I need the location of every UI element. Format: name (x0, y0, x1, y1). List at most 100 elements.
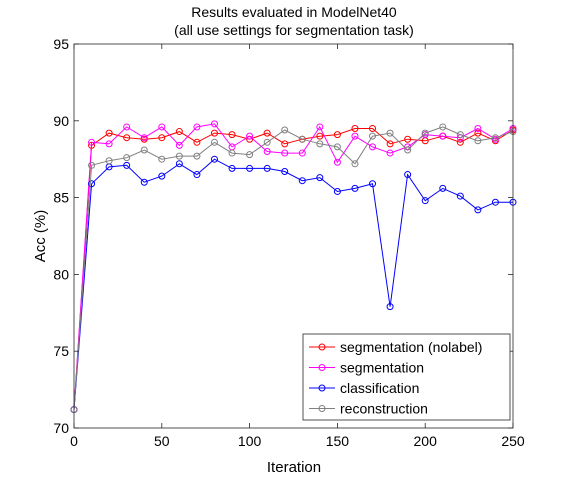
y-tick-label: 85 (53, 190, 69, 206)
data-point (421, 129, 429, 137)
data-point (88, 180, 96, 188)
data-point (333, 158, 341, 166)
legend-marker (318, 405, 326, 412)
data-point (88, 161, 96, 169)
data-point (456, 131, 464, 139)
data-point (281, 167, 289, 175)
legend: segmentation (nolabel) segmentation classi… (302, 333, 511, 421)
data-point (439, 132, 447, 140)
data-point (404, 135, 412, 143)
data-point (175, 128, 183, 136)
data-point (386, 140, 394, 148)
data-point (421, 197, 429, 205)
data-point (439, 123, 447, 131)
data-point (158, 134, 166, 142)
data-point (369, 124, 377, 132)
data-point (281, 149, 289, 157)
data-point (105, 140, 113, 148)
data-point (210, 155, 218, 163)
y-tick-label: 90 (53, 113, 69, 129)
data-point (263, 129, 271, 137)
chart-subtitle: (all use settings for segmentation task) (174, 22, 414, 38)
data-point (351, 132, 359, 140)
data-point (316, 123, 324, 131)
series-3 (70, 155, 517, 414)
data-point (316, 140, 324, 148)
y-tick-label: 75 (53, 343, 69, 359)
data-point (281, 140, 289, 148)
axis-layer: 0 50 100 150 200 250 70 75 80 85 90 95 (53, 36, 524, 449)
x-tick-label: 200 (414, 433, 438, 449)
data-point (404, 171, 412, 179)
legend-label: segmentation (nolabel) (340, 339, 482, 355)
series-4 (70, 123, 517, 414)
data-point (105, 157, 113, 165)
data-point (228, 149, 236, 157)
data-point (298, 177, 306, 185)
data-point (210, 120, 218, 128)
data-point (263, 148, 271, 156)
data-point (263, 138, 271, 146)
legend-entry: segmentation (nolabel) (309, 339, 482, 355)
data-point (333, 143, 341, 151)
data-point (298, 149, 306, 157)
y-tick-label: 95 (53, 36, 69, 52)
legend-entry: classification (309, 380, 419, 396)
legend-entry: reconstruction (309, 401, 428, 417)
data-point (439, 184, 447, 192)
x-tick-label: 100 (238, 433, 262, 449)
data-point (298, 135, 306, 143)
data-point (123, 123, 131, 131)
data-point (175, 152, 183, 160)
data-point (123, 154, 131, 162)
data-point (246, 132, 254, 140)
data-point (246, 164, 254, 172)
data-point (316, 132, 324, 140)
legend-marker (318, 364, 326, 371)
data-point (158, 172, 166, 180)
data-point (386, 149, 394, 157)
data-point (316, 174, 324, 182)
data-point (491, 198, 499, 206)
data-point (158, 123, 166, 131)
legend-label: classification (340, 380, 419, 396)
legend-box (302, 333, 511, 421)
y-tick-label: 80 (53, 266, 69, 282)
data-point (175, 141, 183, 149)
data-point (193, 123, 201, 131)
data-point (386, 129, 394, 137)
y-tick-label: 70 (53, 420, 69, 436)
data-point (474, 129, 482, 137)
data-point (474, 206, 482, 214)
data-point (456, 138, 464, 146)
data-point (474, 124, 482, 132)
data-point (263, 164, 271, 172)
data-point (228, 131, 236, 139)
data-point (333, 131, 341, 139)
x-tick-label: 50 (154, 433, 170, 449)
series-layer (70, 120, 517, 414)
legend-marker (318, 384, 326, 392)
data-point (281, 126, 289, 134)
data-point (246, 151, 254, 159)
data-point (140, 178, 148, 186)
data-point (140, 134, 148, 142)
data-point (193, 152, 201, 160)
data-point (88, 138, 96, 146)
data-point (404, 146, 412, 154)
data-point (333, 187, 341, 195)
data-point (386, 303, 394, 311)
legend-label: segmentation (340, 360, 424, 376)
data-point (351, 160, 359, 168)
data-point (456, 192, 464, 200)
y-axis-label: Acc (%) (32, 210, 49, 263)
x-tick-label: 0 (70, 433, 78, 449)
x-axis-label: Iteration (267, 459, 321, 476)
data-point (474, 137, 482, 145)
data-point (123, 134, 131, 142)
legend-marker (318, 343, 326, 351)
data-point (140, 146, 148, 154)
chart-title: Results evaluated in ModelNet40 (191, 4, 397, 20)
axes-box (73, 43, 514, 429)
